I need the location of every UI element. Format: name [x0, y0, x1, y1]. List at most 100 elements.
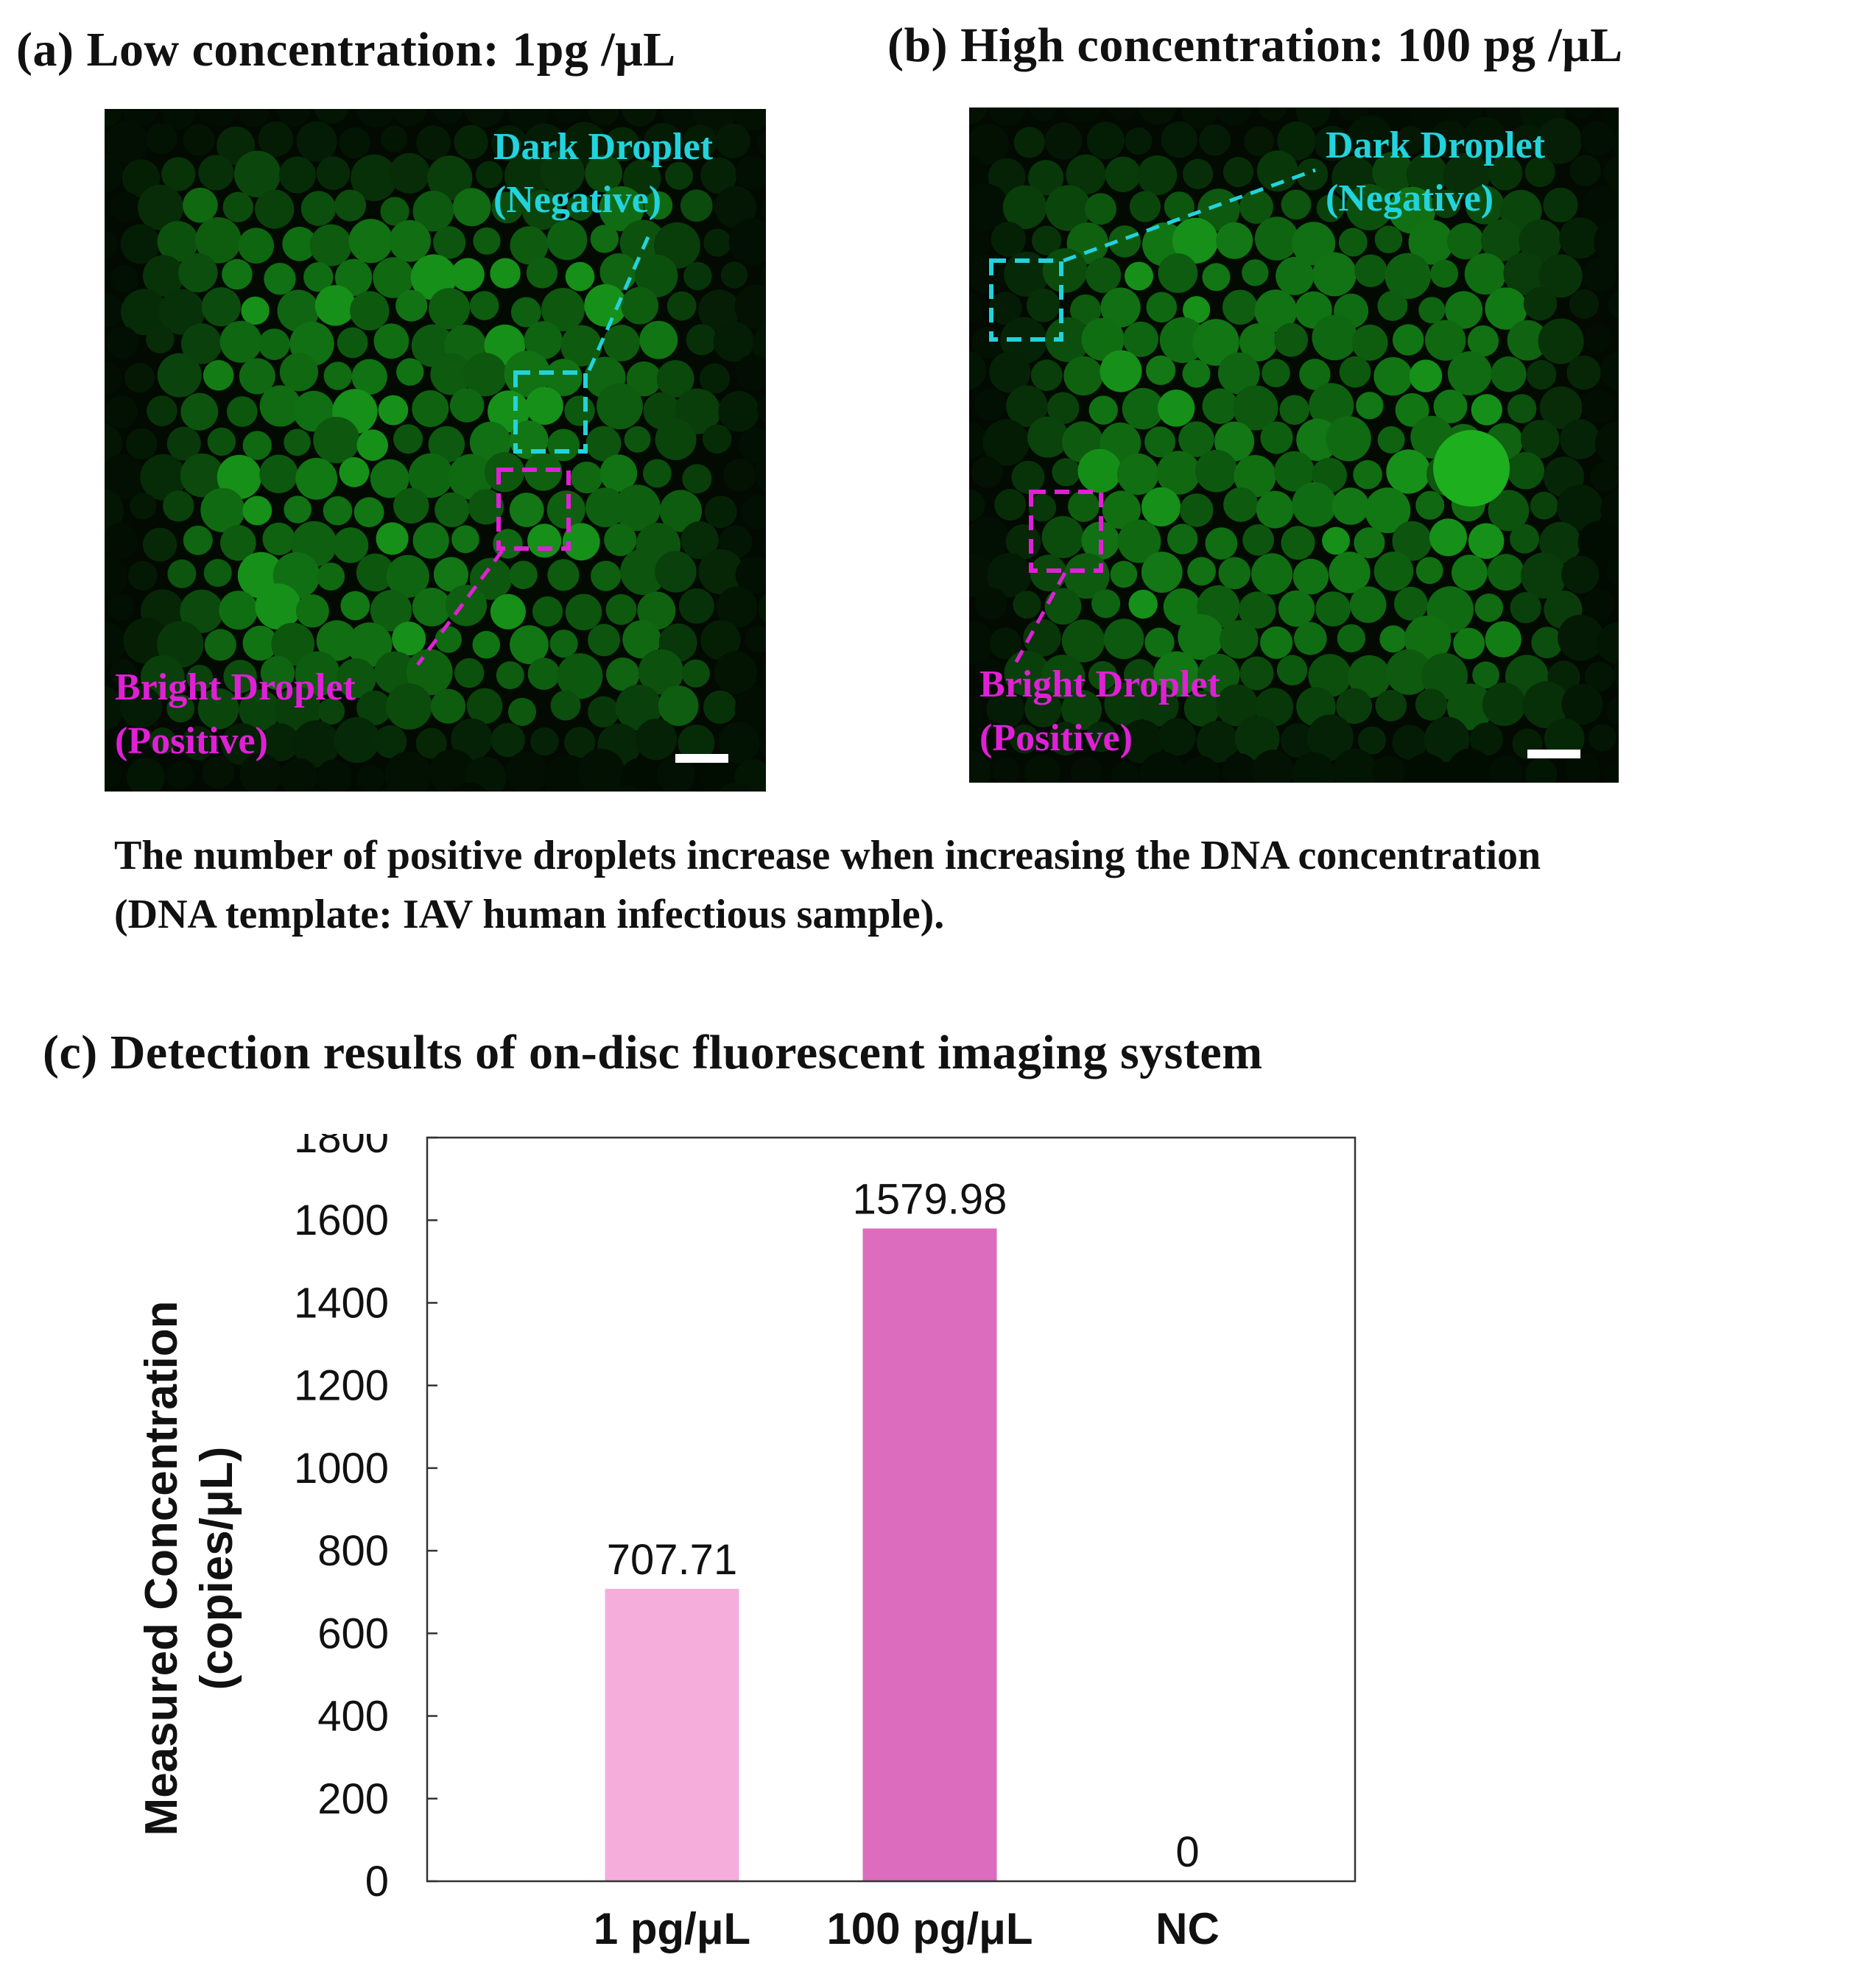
droplet: [1482, 683, 1526, 726]
droplet: [528, 658, 560, 690]
droplet: [1164, 191, 1195, 222]
droplet: [1293, 559, 1329, 594]
droplet: [1600, 351, 1619, 391]
droplet: [1525, 758, 1557, 783]
droplet: [1045, 122, 1083, 160]
droplet: [356, 109, 396, 127]
droplet: [1276, 257, 1314, 295]
droplet: [969, 490, 985, 521]
droplet: [1491, 356, 1526, 392]
droplet: [509, 561, 538, 590]
droplet: [166, 761, 194, 789]
droplet: [1125, 262, 1153, 291]
droplet: [1220, 620, 1258, 658]
droplet: [491, 723, 525, 757]
droplet: [1262, 359, 1290, 387]
droplet: [1527, 360, 1556, 390]
droplet: [1111, 561, 1138, 588]
droplet: [1223, 157, 1253, 187]
droplet: [550, 630, 578, 658]
droplet: [105, 621, 126, 665]
droplet: [547, 559, 579, 591]
droplet: [183, 188, 218, 223]
droplet: [588, 697, 619, 728]
droplet: [1180, 493, 1213, 526]
droplet: [105, 362, 122, 394]
droplet: [1111, 762, 1140, 783]
droplet: [655, 419, 697, 460]
droplet: [128, 561, 158, 591]
droplet: [1608, 289, 1619, 320]
droplet: [279, 157, 316, 194]
droplet: [301, 191, 336, 225]
droplet: [1326, 416, 1371, 461]
droplet: [242, 496, 272, 526]
droplet: [219, 591, 258, 630]
droplet: [1187, 557, 1216, 586]
x-tick-label: 1 pg/μL: [594, 1904, 750, 1953]
droplet: [334, 190, 366, 222]
droplet: [450, 388, 484, 422]
droplet: [1242, 524, 1274, 556]
droplet: [591, 561, 621, 591]
droplet: [547, 220, 588, 261]
droplet: [1244, 126, 1274, 156]
droplet: [241, 297, 269, 325]
panel-b-title: (b) High concentration: 100 pg /μL: [887, 18, 1623, 74]
droplet: [988, 107, 1026, 126]
droplet: [532, 596, 563, 627]
droplet: [1558, 615, 1604, 661]
droplet: [1510, 592, 1541, 623]
droplet: [340, 591, 370, 621]
droplet: [180, 393, 218, 431]
droplet: [510, 493, 544, 527]
droplet: [183, 124, 215, 156]
droplet: [433, 226, 465, 258]
positive-label-b: (Positive): [979, 717, 1133, 759]
droplet: [1167, 524, 1197, 554]
droplet: [1027, 289, 1060, 322]
droplet: [208, 428, 236, 456]
droplet: [392, 109, 427, 126]
droplet: [505, 751, 548, 792]
droplet: [238, 228, 274, 264]
droplet: [1448, 351, 1492, 395]
droplet: [220, 321, 262, 363]
droplet: [451, 258, 485, 292]
droplet: [703, 229, 731, 257]
droplet: [126, 429, 157, 459]
droplet: [324, 362, 352, 390]
droplet: [1086, 258, 1121, 293]
droplet: [1141, 551, 1183, 593]
droplet: [625, 426, 651, 453]
droplet: [1562, 684, 1603, 725]
droplet: [1117, 454, 1158, 495]
bar: [863, 1228, 997, 1881]
droplet: [317, 563, 345, 591]
droplet: [1475, 593, 1504, 622]
large-droplet: [1433, 430, 1510, 507]
droplet: [703, 691, 736, 724]
droplet: [1141, 487, 1181, 526]
droplet: [1108, 107, 1136, 121]
droplet: [243, 431, 272, 459]
droplet: [333, 527, 368, 563]
droplet: [349, 219, 393, 263]
droplet: [178, 253, 217, 292]
droplet: [255, 190, 294, 229]
droplet: [258, 121, 294, 157]
droplet: [264, 263, 295, 295]
droplet: [1452, 554, 1488, 591]
droplet: [1278, 591, 1315, 627]
y-tick-label: 1000: [294, 1445, 389, 1492]
droplet: [1223, 290, 1258, 325]
droplet: [1356, 392, 1383, 419]
droplet: [393, 488, 429, 524]
droplet: [584, 284, 627, 327]
droplet: [991, 222, 1026, 256]
droplet: [591, 225, 619, 253]
droplet: [259, 455, 298, 493]
y-tick-label: 1600: [294, 1196, 389, 1244]
